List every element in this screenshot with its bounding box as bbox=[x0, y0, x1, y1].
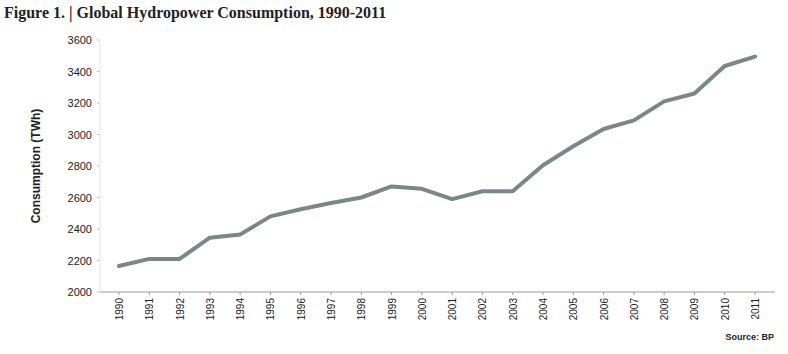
y-tick-label: 2400 bbox=[68, 223, 92, 235]
x-axis-line bbox=[100, 292, 775, 293]
x-tick bbox=[633, 292, 634, 295]
x-tick-label: 2001 bbox=[447, 298, 458, 321]
x-tick bbox=[603, 292, 604, 295]
source-note: Source: BP bbox=[725, 332, 774, 342]
x-tick-label: 2003 bbox=[508, 298, 519, 321]
x-tick bbox=[240, 292, 241, 295]
x-tick-label: 2010 bbox=[720, 298, 731, 321]
y-tick-label: 3600 bbox=[68, 34, 92, 46]
x-tick bbox=[664, 292, 665, 295]
x-tick-label: 1999 bbox=[387, 298, 398, 321]
chart-container: Figure 1. | Global Hydropower Consumptio… bbox=[0, 0, 788, 354]
x-tick-label: 2005 bbox=[568, 298, 579, 321]
x-tick bbox=[300, 292, 301, 295]
x-tick bbox=[331, 292, 332, 295]
x-tick bbox=[119, 292, 120, 295]
x-tick-label: 1993 bbox=[205, 298, 216, 321]
y-axis-label: Consumption (TWh) bbox=[29, 109, 43, 224]
x-tick bbox=[179, 292, 180, 295]
x-tick-label: 1990 bbox=[114, 298, 125, 321]
x-tick-label: 2007 bbox=[629, 298, 640, 321]
title: Figure 1. | Global Hydropower Consumptio… bbox=[4, 4, 386, 22]
y-tick-label: 2200 bbox=[68, 255, 92, 267]
x-tick bbox=[724, 292, 725, 295]
x-tick bbox=[209, 292, 210, 295]
x-tick bbox=[149, 292, 150, 295]
x-tick-label: 1991 bbox=[144, 298, 155, 321]
x-tick-label: 1994 bbox=[235, 298, 246, 321]
y-tick-label: 2000 bbox=[68, 286, 92, 298]
x-tick-label: 2004 bbox=[538, 298, 549, 321]
x-tick bbox=[694, 292, 695, 295]
plot-area bbox=[119, 57, 755, 266]
y-tick-label: 2600 bbox=[68, 192, 92, 204]
x-tick-label: 1995 bbox=[265, 298, 276, 321]
x-tick bbox=[270, 292, 271, 295]
x-tick bbox=[512, 292, 513, 295]
x-tick-label: 1998 bbox=[356, 298, 367, 321]
x-tick bbox=[452, 292, 453, 295]
y-tick-label: 2800 bbox=[68, 160, 92, 172]
x-tick bbox=[361, 292, 362, 295]
x-tick-label: 1997 bbox=[326, 298, 337, 321]
chart-svg: Figure 1. | Global Hydropower Consumptio… bbox=[0, 0, 788, 354]
x-tick bbox=[573, 292, 574, 295]
x-tick-label: 2006 bbox=[599, 298, 610, 321]
x-tick-label: 2008 bbox=[659, 298, 670, 321]
y-tick-label: 3200 bbox=[68, 97, 92, 109]
x-tick-label: 2009 bbox=[689, 298, 700, 321]
x-tick-label: 2011 bbox=[750, 298, 761, 320]
data-line bbox=[119, 57, 755, 266]
x-tick-label: 2000 bbox=[417, 298, 428, 321]
y-tick-label: 3400 bbox=[68, 66, 92, 78]
x-tick bbox=[543, 292, 544, 295]
x-tick bbox=[482, 292, 483, 295]
x-tick-label: 1996 bbox=[296, 298, 307, 321]
x-tick bbox=[755, 292, 756, 295]
y-tick-label: 3000 bbox=[68, 129, 92, 141]
x-tick bbox=[421, 292, 422, 295]
y-axis-line bbox=[100, 40, 101, 292]
x-tick-label: 2002 bbox=[477, 298, 488, 321]
x-tick-label: 1992 bbox=[175, 298, 186, 321]
x-tick bbox=[391, 292, 392, 295]
